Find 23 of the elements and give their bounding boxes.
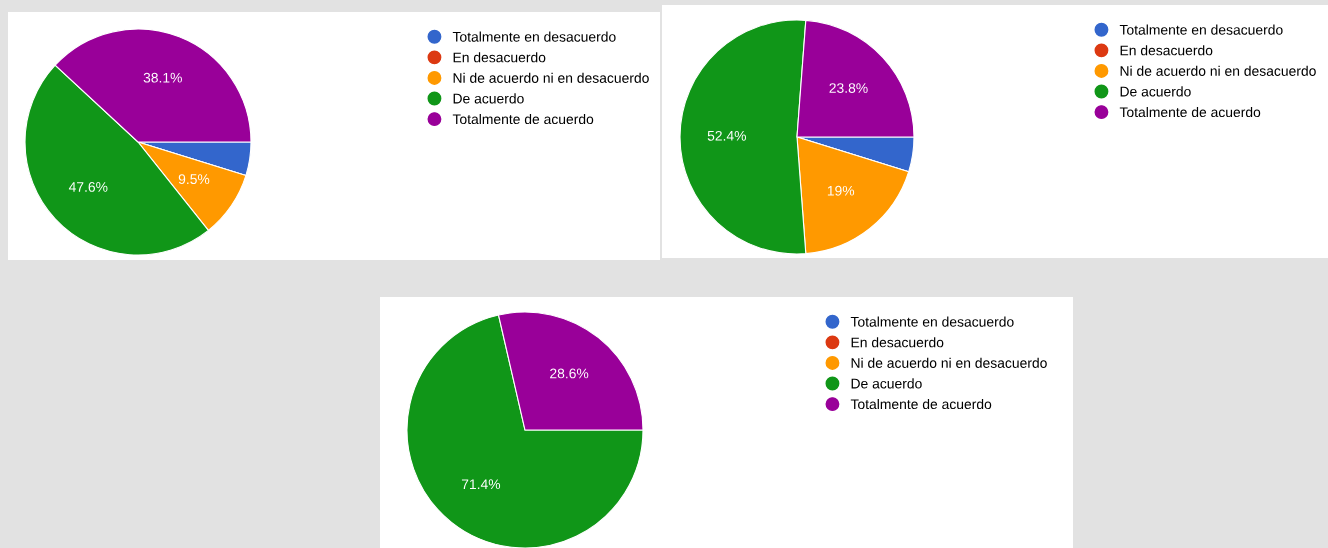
legend-label: Totalmente en desacuerdo xyxy=(850,316,1014,327)
data-label: 28.6% xyxy=(550,368,589,379)
data-label: 19% xyxy=(827,185,855,196)
legend-label: Totalmente de acuerdo xyxy=(1119,106,1261,118)
legend-label: Totalmente en desacuerdo xyxy=(452,31,616,42)
data-label: 38.1% xyxy=(143,72,182,83)
legend-label: De acuerdo xyxy=(453,93,524,104)
data-label: 71.4% xyxy=(461,479,501,490)
data-label: 52.4% xyxy=(707,130,746,141)
legend-label: Totalmente de acuerdo xyxy=(452,113,594,125)
data-label: 9.5% xyxy=(178,174,210,185)
legend-label: De acuerdo xyxy=(851,378,922,389)
legend-label: De acuerdo xyxy=(1120,86,1191,97)
legend-label: Ni de acuerdo ni en desacuerdo xyxy=(1120,65,1316,76)
legend-label: En desacuerdo xyxy=(453,52,546,63)
legend-label: Totalmente de acuerdo xyxy=(850,398,992,410)
data-label: 47.6% xyxy=(68,181,108,192)
legend-label: Ni de acuerdo ni en desacuerdo xyxy=(453,72,649,83)
legend-label: Ni de acuerdo ni en desacuerdo xyxy=(851,357,1047,368)
legend-label: En desacuerdo xyxy=(851,337,944,348)
legend-label: Totalmente en desacuerdo xyxy=(1119,24,1283,35)
legend-label: En desacuerdo xyxy=(1120,45,1213,56)
data-label: 23.8% xyxy=(829,83,868,93)
